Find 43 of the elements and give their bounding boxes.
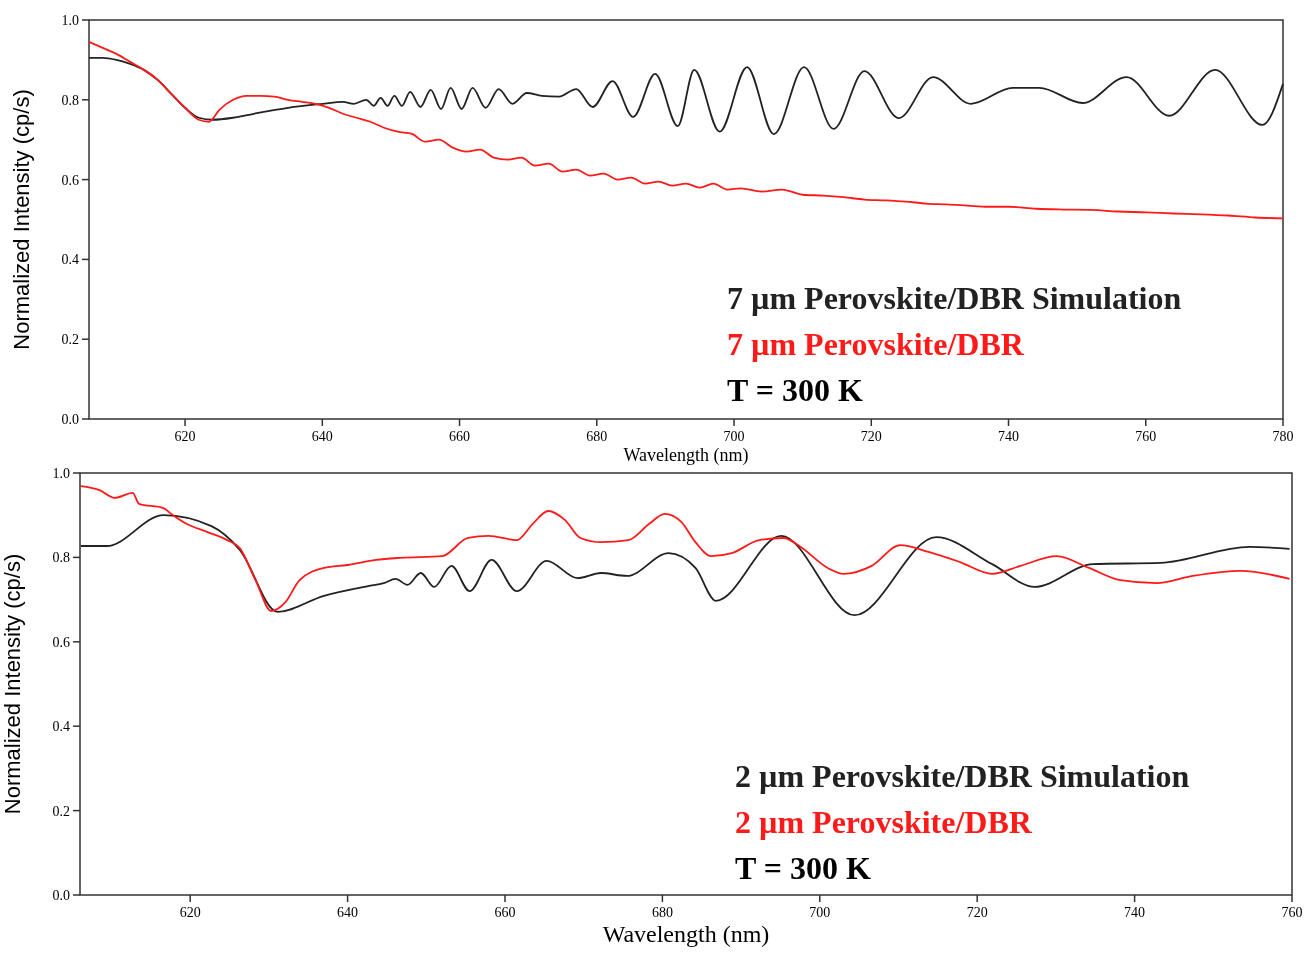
y-tick-label: 0.6 (52, 634, 70, 650)
x-tick-label: 640 (337, 905, 359, 920)
x-tick-label: 700 (723, 429, 745, 444)
y-tick-label: 0.8 (52, 550, 70, 566)
line-series (79, 485, 1291, 612)
y-tick-label: 0.0 (61, 411, 79, 427)
y-tick-label: 1.0 (52, 465, 70, 481)
x-tick-label: 640 (311, 429, 333, 444)
text: 2 µm Perovskite/DBR Simulation (735, 758, 1190, 795)
x-axis-title: Wavelength (nm) (602, 921, 770, 948)
x-tick-label: 680 (651, 905, 673, 920)
line-series (88, 41, 1284, 220)
x-tick-label: 760 (1135, 429, 1157, 444)
annotation: T = 300 K (727, 372, 863, 409)
x-tick-label: 760 (1281, 905, 1303, 920)
y-tick-label: 0.0 (52, 887, 70, 903)
y-tick-label: 0.2 (52, 803, 70, 819)
line-series (79, 514, 1291, 617)
y-tick-label: 0.8 (61, 92, 79, 108)
x-tick-label: 620 (174, 429, 196, 444)
x-tick-label: 740 (1124, 905, 1146, 920)
x-tick-label: 680 (586, 429, 608, 444)
y-tick-label: 1.0 (61, 12, 79, 28)
y-tick-label: 0.2 (61, 332, 79, 348)
annotation: T = 300 K (735, 850, 871, 887)
text: 2 µm Perovskite/DBR (735, 804, 1033, 841)
x-tick-label: 720 (966, 905, 988, 920)
y-tick-label: 0.4 (61, 252, 79, 268)
y-axis-title: Normalized Intensity (cp/s) (0, 553, 25, 815)
text: 7 µm Perovskite/DBR Simulation (727, 280, 1182, 317)
y-tick-label: 0.6 (61, 172, 79, 188)
x-tick-label: 620 (179, 905, 201, 920)
x-tick-label: 720 (860, 429, 882, 444)
x-tick-label: 780 (1272, 429, 1294, 444)
x-tick-label: 660 (449, 429, 471, 444)
x-tick-label: 740 (998, 429, 1020, 444)
y-tick-label: 0.4 (52, 719, 70, 735)
y-axis-title: Normalized Intensity (cp/s) (9, 89, 34, 350)
text: 7 µm Perovskite/DBR (727, 326, 1025, 363)
line-series (88, 57, 1284, 136)
x-tick-label: 660 (494, 905, 516, 920)
x-tick-label: 700 (809, 905, 831, 920)
x-axis-title: Wavelength (nm) (623, 445, 749, 467)
